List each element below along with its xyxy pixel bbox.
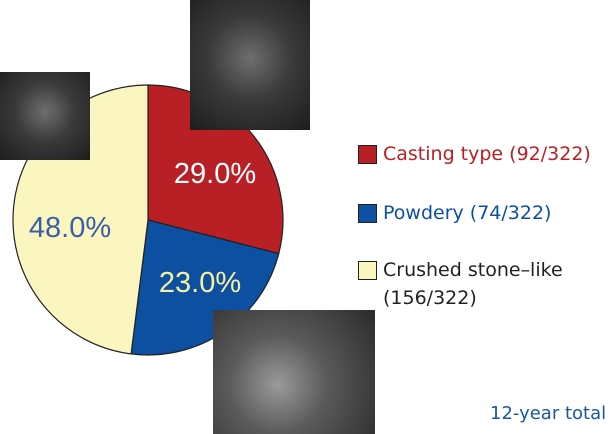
legend-swatch-red xyxy=(358,145,377,164)
slice-value-label: 23.0% xyxy=(159,267,241,299)
slice-value-label: 29.0% xyxy=(174,158,256,190)
legend-label: Casting type (92/322) xyxy=(383,143,591,165)
legend-item-crushed: Crushed stone–like (156/322) xyxy=(358,256,563,312)
legend-swatch-yellow xyxy=(358,261,377,280)
legend-label: Powdery (74/322) xyxy=(383,202,552,224)
legend-swatch-blue xyxy=(358,204,377,223)
legend-item-powdery: Powdery (74/322) xyxy=(358,199,551,227)
slice-value-label: 48.0% xyxy=(29,212,111,244)
legend-label: Crushed stone–like (156/322) xyxy=(383,256,563,312)
legend-item-casting: Casting type (92/322) xyxy=(358,140,591,168)
legend-label-line2: (156/322) xyxy=(383,287,477,309)
photo-powdery xyxy=(213,310,375,434)
pie-slice xyxy=(147,84,284,255)
legend-label-line1: Crushed stone–like xyxy=(383,259,563,281)
photo-casting-type xyxy=(190,0,310,130)
photo-crushed-stone xyxy=(0,72,90,160)
annotation-total: 12-year total xyxy=(490,403,607,424)
